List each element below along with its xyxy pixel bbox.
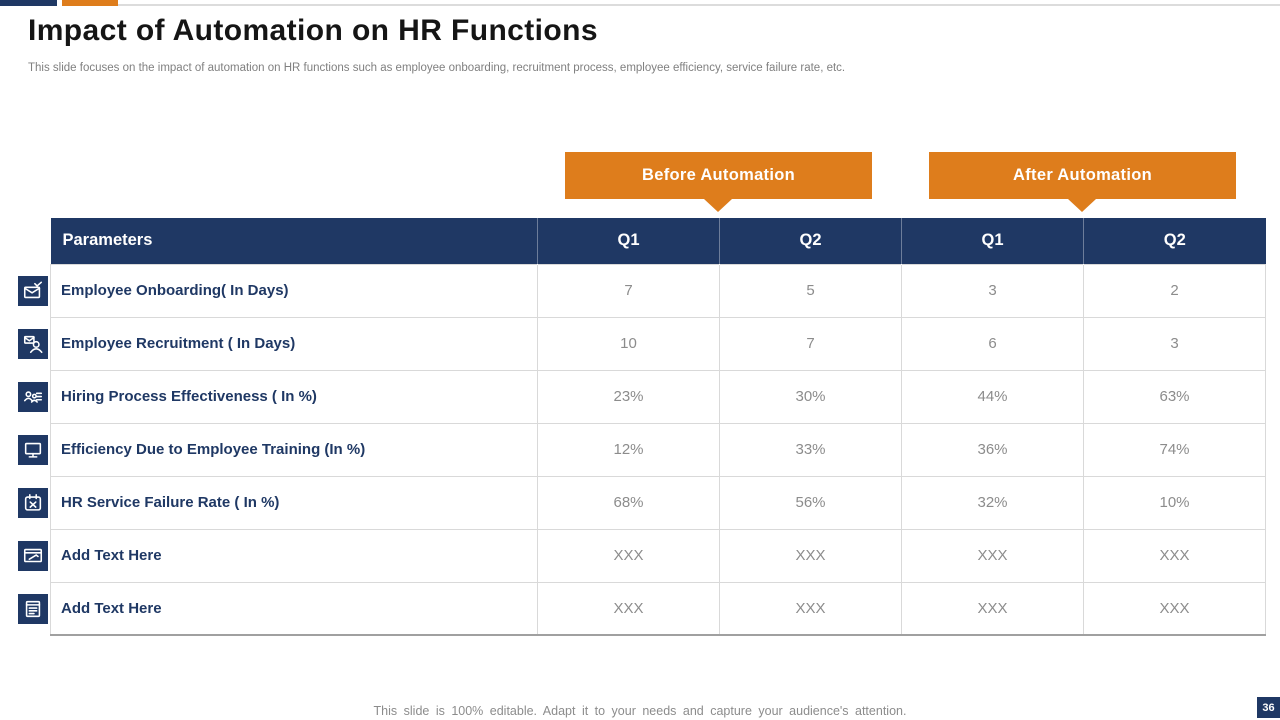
calendar-x-icon <box>18 488 48 518</box>
hr-impact-table: Parameters Q1 Q2 Q1 Q2 Employee Onboardi… <box>50 218 1266 636</box>
row-value: 63% <box>1083 369 1266 424</box>
row-value: 3 <box>1083 316 1266 371</box>
header-q2-before: Q2 <box>719 218 902 264</box>
table-row: Add Text Here XXX XXX XXX XXX <box>50 528 1266 583</box>
banner-before-pointer <box>704 199 732 212</box>
accent-bar-orange <box>62 0 118 6</box>
table-row: Hiring Process Effectiveness ( In %) 23%… <box>50 369 1266 424</box>
row-value: XXX <box>1083 528 1266 583</box>
banner-before-automation: Before Automation <box>565 152 872 199</box>
table-header-row: Parameters Q1 Q2 Q1 Q2 <box>50 218 1266 264</box>
row-label: Employee Recruitment ( In Days) <box>50 316 538 371</box>
header-q1-after: Q1 <box>901 218 1084 264</box>
row-value: 7 <box>719 316 902 371</box>
row-label: Add Text Here <box>50 581 538 636</box>
recruitment-icon <box>18 329 48 359</box>
row-value: XXX <box>901 528 1084 583</box>
row-value: 56% <box>719 475 902 530</box>
row-value: 2 <box>1083 263 1266 318</box>
footer-note-text: This slide is 100% editable. Adapt it to… <box>374 704 907 720</box>
footer-note: This slide is 100% editable. Adapt it to… <box>0 702 1280 720</box>
row-value: 10% <box>1083 475 1266 530</box>
row-value: XXX <box>537 528 720 583</box>
row-value: XXX <box>537 581 720 636</box>
page-subtitle: This slide focuses on the impact of auto… <box>28 62 846 74</box>
table-row: Add Text Here XXX XXX XXX XXX <box>50 581 1266 636</box>
edit-page-icon <box>18 541 48 571</box>
row-label: HR Service Failure Rate ( In %) <box>50 475 538 530</box>
row-value: 3 <box>901 263 1084 318</box>
table-row: Employee Recruitment ( In Days) 10 7 6 3 <box>50 316 1266 371</box>
table-row: Efficiency Due to Employee Training (In … <box>50 422 1266 477</box>
row-value: XXX <box>719 528 902 583</box>
banner-after-pointer <box>1068 199 1096 212</box>
row-value: XXX <box>901 581 1084 636</box>
row-value: XXX <box>719 581 902 636</box>
top-divider-line <box>118 4 1280 6</box>
row-value: 32% <box>901 475 1084 530</box>
row-value: 23% <box>537 369 720 424</box>
row-value: 74% <box>1083 422 1266 477</box>
header-parameters: Parameters <box>50 218 538 264</box>
row-value: XXX <box>1083 581 1266 636</box>
row-value: 10 <box>537 316 720 371</box>
row-label: Employee Onboarding( In Days) <box>50 263 538 318</box>
row-value: 30% <box>719 369 902 424</box>
row-label: Hiring Process Effectiveness ( In %) <box>50 369 538 424</box>
row-value: 36% <box>901 422 1084 477</box>
table-row: Employee Onboarding( In Days) 7 5 3 2 <box>50 263 1266 318</box>
header-q1-before: Q1 <box>537 218 720 264</box>
row-value: 12% <box>537 422 720 477</box>
header-q2-after: Q2 <box>1083 218 1266 264</box>
document-icon <box>18 594 48 624</box>
accent-bar-navy <box>0 0 57 6</box>
monitor-icon <box>18 435 48 465</box>
row-value: 68% <box>537 475 720 530</box>
row-label: Add Text Here <box>50 528 538 583</box>
page-title: Impact of Automation on HR Functions <box>28 14 598 47</box>
hiring-team-icon <box>18 382 48 412</box>
banner-after-automation: After Automation <box>929 152 1236 199</box>
page-number-badge: 36 <box>1257 697 1280 718</box>
mail-check-icon <box>18 276 48 306</box>
row-value: 33% <box>719 422 902 477</box>
table-row: HR Service Failure Rate ( In %) 68% 56% … <box>50 475 1266 530</box>
row-value: 7 <box>537 263 720 318</box>
row-value: 5 <box>719 263 902 318</box>
row-label: Efficiency Due to Employee Training (In … <box>50 422 538 477</box>
row-value: 6 <box>901 316 1084 371</box>
row-value: 44% <box>901 369 1084 424</box>
